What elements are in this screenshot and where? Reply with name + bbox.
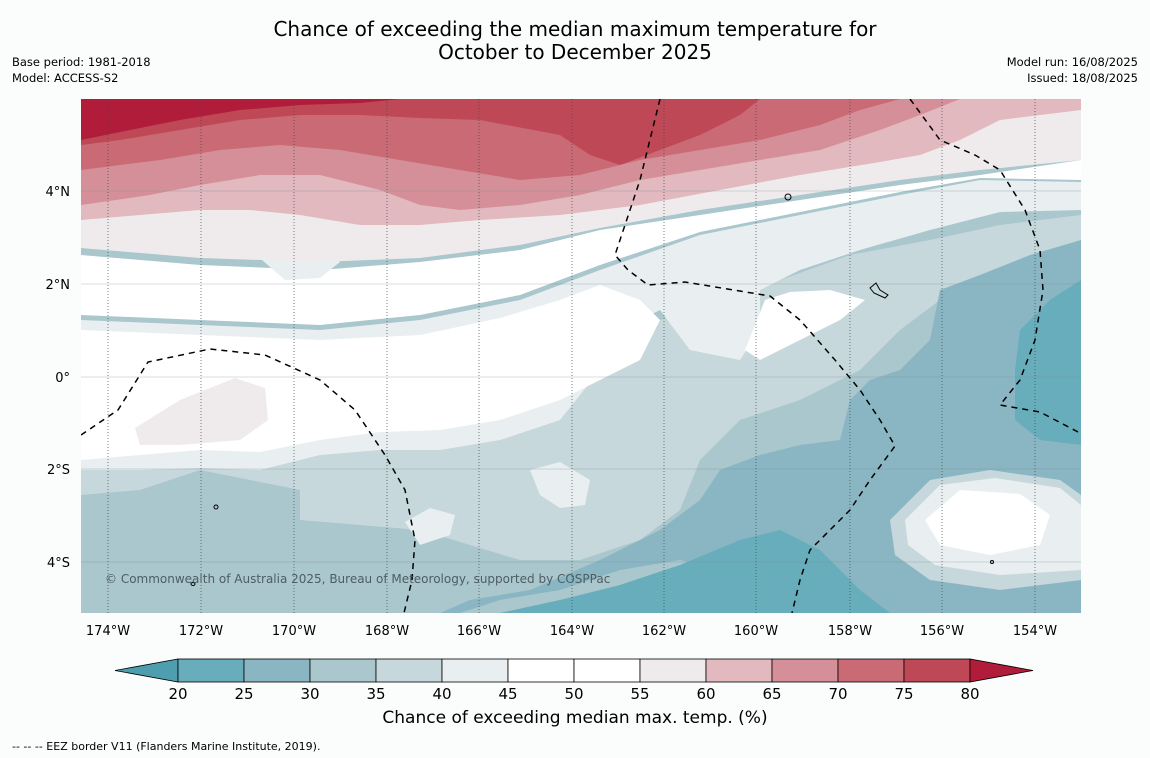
islands <box>190 193 994 586</box>
band-white-overlay-e <box>925 490 1050 555</box>
colorbar-tick-label: 70 <box>828 685 847 703</box>
eez-border-central <box>614 99 896 613</box>
band-55-60-patch <box>135 378 268 445</box>
lon-label: 154°W <box>1013 624 1057 639</box>
map-title: Chance of exceeding the median maximum t… <box>0 18 1150 64</box>
colorbar-segment <box>177 658 245 683</box>
island-2 <box>869 282 889 299</box>
island-4 <box>190 582 196 586</box>
colorbar-segment <box>837 658 905 683</box>
lat-label: 4°S <box>47 556 70 571</box>
colorbar-tick-label: 75 <box>894 685 913 703</box>
eez-footnote: -- -- -- EEZ border V11 (Flanders Marine… <box>12 740 321 753</box>
lat-gridlines <box>81 190 1081 563</box>
colorbar-under-arrow <box>114 658 179 683</box>
lon-label: 172°W <box>179 624 223 639</box>
lat-label: 2°S <box>47 463 70 478</box>
island-3 <box>213 504 219 510</box>
band-above-80 <box>81 99 400 140</box>
band-20-25-east <box>1015 280 1081 445</box>
lon-label: 156°W <box>920 624 964 639</box>
meta-left: Base period: 1981-2018 Model: ACCESS-S2 <box>12 54 151 86</box>
band-75-80 <box>81 99 760 165</box>
colorbar-segment <box>507 658 575 683</box>
colorbar-tick-label: 40 <box>432 685 451 703</box>
colorbar-segment <box>903 658 971 683</box>
colorbar-segment <box>573 658 641 683</box>
eez-border-west <box>81 348 416 613</box>
colorbar-tick-label: 30 <box>300 685 319 703</box>
colorbar: 20 25 30 35 40 45 50 55 60 65 70 75 80 <box>114 658 1034 703</box>
eez-border-east <box>909 99 1079 433</box>
issued-date: Issued: 18/08/2025 <box>1027 71 1138 85</box>
lat-label: 4°N <box>46 185 71 200</box>
meta-right: Model run: 16/08/2025 Issued: 18/08/2025 <box>1007 54 1138 86</box>
colorbar-tick-label: 60 <box>696 685 715 703</box>
colorbar-segment <box>243 658 311 683</box>
colorbar-title: Chance of exceeding median max. temp. (%… <box>382 708 768 728</box>
colorbar-tick-label: 20 <box>168 685 187 703</box>
colorbar-segment <box>705 658 773 683</box>
colorbar-segment <box>639 658 707 683</box>
lon-label: 174°W <box>86 624 130 639</box>
island-5 <box>990 560 994 564</box>
lon-labels: 174°W 172°W 170°W 168°W 166°W 164°W 162°… <box>86 624 1057 639</box>
lon-label: 168°W <box>365 624 409 639</box>
lat-label: 2°N <box>46 278 71 293</box>
band-40-45-patch-s2 <box>405 508 455 545</box>
model-run: Model run: 16/08/2025 <box>1006 55 1138 69</box>
lon-label: 162°W <box>642 624 686 639</box>
colorbar-tick-label: 35 <box>366 685 385 703</box>
colorbar-segment <box>771 658 839 683</box>
island-1 <box>784 193 792 201</box>
colorbar-tick-label: 45 <box>498 685 517 703</box>
band-20-25-south <box>500 530 890 613</box>
colorbar-tick-label: 55 <box>630 685 649 703</box>
colorbar-tick-label: 25 <box>234 685 253 703</box>
colorbar-segment <box>309 658 377 683</box>
colorbar-segment <box>441 658 509 683</box>
lon-label: 160°W <box>734 624 778 639</box>
colorbar-tick-label: 80 <box>960 685 979 703</box>
lat-label: 0° <box>55 371 70 386</box>
map-area <box>81 99 1081 613</box>
colorbar-over-arrow <box>969 658 1034 683</box>
model-name: Model: ACCESS-S2 <box>12 71 119 85</box>
band-40-45-patch-s <box>530 462 590 508</box>
title-line-1: Chance of exceeding the median maximum t… <box>273 17 877 41</box>
lon-label: 166°W <box>457 624 501 639</box>
colorbar-tick-label: 65 <box>762 685 781 703</box>
eez-borders <box>81 99 1079 613</box>
copyright-text: © Commonwealth of Australia 2025, Bureau… <box>105 572 611 586</box>
title-line-2: October to December 2025 <box>438 40 712 64</box>
colorbar-tick-label: 50 <box>564 685 583 703</box>
lon-label: 170°W <box>272 624 316 639</box>
lon-label: 164°W <box>550 624 594 639</box>
lon-label: 158°W <box>828 624 872 639</box>
base-period: Base period: 1981-2018 <box>12 55 151 69</box>
lat-labels: 4°N 2°N 0° 2°S 4°S <box>46 185 71 571</box>
colorbar-segment <box>375 658 443 683</box>
